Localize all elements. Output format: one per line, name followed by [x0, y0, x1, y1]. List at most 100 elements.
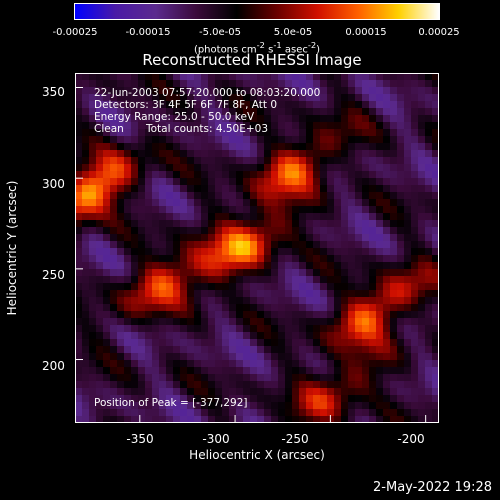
heatmap-cell — [152, 73, 159, 80]
heatmap-cell — [236, 101, 243, 108]
heatmap-cell — [117, 416, 124, 423]
heatmap-cell — [264, 122, 271, 129]
heatmap-cell — [82, 311, 89, 318]
heatmap-cell — [299, 108, 306, 115]
heatmap-cell — [110, 402, 117, 409]
heatmap-cell — [138, 185, 145, 192]
heatmap-cell — [348, 255, 355, 262]
heatmap-cell — [418, 101, 425, 108]
heatmap-cell — [390, 388, 397, 395]
heatmap-cell — [369, 136, 376, 143]
heatmap-cell — [194, 416, 201, 423]
heatmap-cell — [222, 150, 229, 157]
heatmap-cell — [334, 388, 341, 395]
heatmap-cell — [432, 311, 439, 318]
heatmap-cell — [96, 213, 103, 220]
heatmap-cell — [306, 108, 313, 115]
heatmap-cell — [299, 367, 306, 374]
heatmap-cell — [166, 80, 173, 87]
heatmap-cell — [278, 129, 285, 136]
heatmap-cell — [201, 227, 208, 234]
heatmap-cell — [229, 143, 236, 150]
heatmap-cell — [418, 402, 425, 409]
heatmap-cell — [257, 227, 264, 234]
heatmap-cell — [334, 227, 341, 234]
heatmap-cell — [173, 80, 180, 87]
heatmap-cell — [327, 325, 334, 332]
heatmap-cell — [390, 402, 397, 409]
heatmap-cell — [425, 164, 432, 171]
heatmap-cell — [292, 388, 299, 395]
heatmap-cell — [271, 94, 278, 101]
colorbar-tick-label: 0.00015 — [345, 27, 387, 38]
heatmap-cell — [306, 101, 313, 108]
heatmap-cell — [75, 87, 82, 94]
heatmap-cell — [404, 388, 411, 395]
heatmap-cell — [355, 94, 362, 101]
heatmap-cell — [264, 332, 271, 339]
heatmap-cell — [327, 374, 334, 381]
heatmap-cell — [285, 122, 292, 129]
heatmap-cell — [362, 227, 369, 234]
heatmap-cell — [103, 332, 110, 339]
heatmap-cell — [397, 94, 404, 101]
heatmap-cell — [355, 234, 362, 241]
heatmap-cell — [215, 108, 222, 115]
heatmap-cell — [334, 178, 341, 185]
heatmap-cell — [306, 171, 313, 178]
heatmap-cell — [355, 129, 362, 136]
heatmap-cell — [411, 164, 418, 171]
heatmap-cell — [257, 360, 264, 367]
heatmap-cell — [166, 234, 173, 241]
heatmap-cell — [306, 381, 313, 388]
heatmap-cell — [250, 339, 257, 346]
heatmap-cell — [369, 192, 376, 199]
heatmap-cell — [432, 395, 439, 402]
heatmap-cell — [208, 129, 215, 136]
heatmap-cell — [348, 178, 355, 185]
heatmap-cell — [425, 108, 432, 115]
heatmap-cell — [313, 255, 320, 262]
heatmap-cell — [320, 101, 327, 108]
heatmap-cell — [138, 80, 145, 87]
heatmap-cell — [348, 339, 355, 346]
heatmap-cell — [152, 360, 159, 367]
heatmap-cell — [124, 150, 131, 157]
heatmap-cell — [369, 269, 376, 276]
heatmap-cell — [383, 395, 390, 402]
heatmap-cell — [271, 101, 278, 108]
heatmap-cell — [278, 80, 285, 87]
heatmap-cell — [145, 248, 152, 255]
heatmap-cell — [82, 255, 89, 262]
heatmap-cell — [152, 248, 159, 255]
heatmap-cell — [75, 185, 82, 192]
heatmap-cell — [180, 367, 187, 374]
heatmap-cell — [362, 339, 369, 346]
heatmap-cell — [243, 157, 250, 164]
heatmap-cell — [369, 276, 376, 283]
heatmap-cell — [208, 290, 215, 297]
heatmap-cell — [236, 374, 243, 381]
heatmap-cell — [243, 241, 250, 248]
heatmap-cell — [299, 332, 306, 339]
heatmap-cell — [103, 409, 110, 416]
heatmap-cell — [404, 325, 411, 332]
heatmap-cell — [243, 339, 250, 346]
heatmap-cell — [243, 101, 250, 108]
heatmap-cell — [355, 416, 362, 423]
heatmap-cell — [215, 304, 222, 311]
heatmap-cell — [236, 255, 243, 262]
heatmap-cell — [404, 143, 411, 150]
heatmap-cell — [397, 248, 404, 255]
heatmap-cell — [418, 80, 425, 87]
heatmap-cell — [376, 234, 383, 241]
heatmap-cell — [425, 388, 432, 395]
heatmap-cell — [404, 80, 411, 87]
heatmap-cell — [243, 171, 250, 178]
heatmap-cell — [96, 241, 103, 248]
heatmap-cell — [411, 220, 418, 227]
heatmap-cell — [208, 115, 215, 122]
heatmap-cell — [418, 346, 425, 353]
heatmap-cell — [397, 80, 404, 87]
heatmap-cell — [75, 290, 82, 297]
